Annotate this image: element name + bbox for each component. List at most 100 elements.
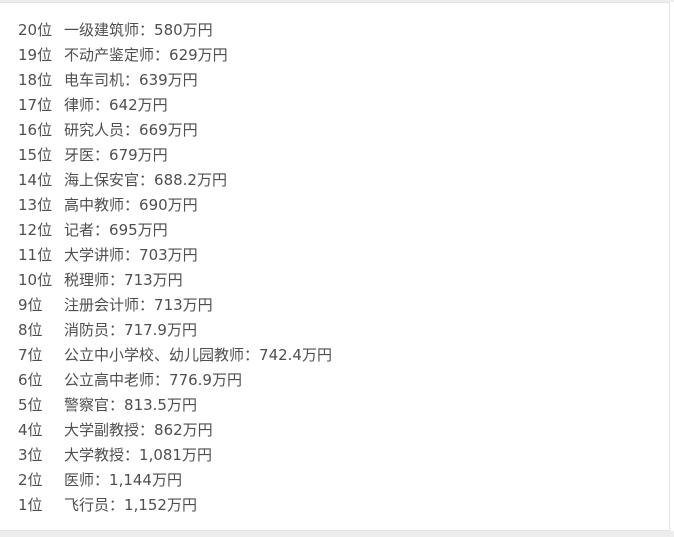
ranking-row: 20位 一级建筑师：580万円 [18, 18, 669, 43]
salary-value: 639万円 [139, 71, 198, 89]
rank-label: 1位 [18, 496, 43, 514]
rank-label: 12位 [18, 221, 53, 239]
separator: ： [94, 146, 110, 164]
ranking-row: 2位 医师：1,144万円 [18, 468, 669, 493]
ranking-row: 10位 税理师：713万円 [18, 268, 669, 293]
ranking-row: 8位 消防员：717.9万円 [18, 318, 669, 343]
occupation-name: 公立中小学校、幼儿园教师 [64, 346, 245, 364]
ranking-row: 16位 研究人员：669万円 [18, 118, 669, 143]
ranking-row: 13位 高中教师：690万円 [18, 193, 669, 218]
salary-value: 669万円 [139, 121, 198, 139]
separator: ： [109, 496, 125, 514]
ranking-row: 9位 注册会计师：713万円 [18, 293, 669, 318]
occupation-name: 大学讲师 [64, 246, 125, 264]
separator: ： [94, 96, 110, 114]
occupation-name: 记者 [64, 221, 95, 239]
salary-value: 1,144万円 [109, 471, 182, 489]
occupation-name: 海上保安官 [64, 171, 140, 189]
salary-value: 1,081万円 [139, 446, 212, 464]
occupation-name: 一级建筑师 [64, 21, 140, 39]
salary-value: 679万円 [109, 146, 168, 164]
occupation-name: 电车司机 [64, 71, 125, 89]
ranking-row: 1位 飞行员：1,152万円 [18, 493, 669, 518]
rank-label: 7位 [18, 346, 43, 364]
ranking-row: 3位 大学教授：1,081万円 [18, 443, 669, 468]
salary-value: 776.9万円 [169, 371, 242, 389]
rank-label: 5位 [18, 396, 43, 414]
separator: ： [154, 371, 170, 389]
ranking-row: 5位 警察官：813.5万円 [18, 393, 669, 418]
occupation-name: 大学副教授 [64, 421, 140, 439]
rank-label: 19位 [18, 46, 53, 64]
salary-ranking-list: 20位 一级建筑师：580万円 19位 不动产鉴定师：629万円 18位 电车司机：639… [0, 3, 669, 518]
salary-value: 862万円 [154, 421, 213, 439]
separator: ： [124, 121, 140, 139]
rank-label: 4位 [18, 421, 43, 439]
salary-value: 642万円 [109, 96, 168, 114]
salary-value: 580万円 [154, 21, 213, 39]
occupation-name: 公立高中老师 [64, 371, 155, 389]
salary-value: 713万円 [124, 271, 183, 289]
separator: ： [244, 346, 260, 364]
page-background-strip-top [0, 0, 674, 2]
separator: ： [94, 221, 110, 239]
ranking-row: 18位 电车司机：639万円 [18, 68, 669, 93]
separator: ： [154, 46, 170, 64]
occupation-name: 医师 [64, 471, 95, 489]
salary-value: 813.5万円 [124, 396, 197, 414]
occupation-name: 大学教授 [64, 446, 125, 464]
ranking-row: 4位 大学副教授：862万円 [18, 418, 669, 443]
rank-label: 16位 [18, 121, 53, 139]
salary-value: 742.4万円 [259, 346, 332, 364]
ranking-row: 11位 大学讲师：703万円 [18, 243, 669, 268]
ranking-row: 12位 记者：695万円 [18, 218, 669, 243]
separator: ： [109, 396, 125, 414]
occupation-name: 律师 [64, 96, 95, 114]
separator: ： [124, 446, 140, 464]
salary-value: 703万円 [139, 246, 198, 264]
rank-label: 13位 [18, 196, 53, 214]
ranking-row: 15位 牙医：679万円 [18, 143, 669, 168]
ranking-row: 19位 不动产鉴定师：629万円 [18, 43, 669, 68]
rank-label: 10位 [18, 271, 53, 289]
ranking-row: 7位 公立中小学校、幼儿园教师：742.4万円 [18, 343, 669, 368]
separator: ： [124, 196, 140, 214]
separator: ： [94, 471, 110, 489]
occupation-name: 研究人员 [64, 121, 125, 139]
page-background-strip-bottom [0, 531, 674, 537]
occupation-name: 警察官 [64, 396, 110, 414]
occupation-name: 不动产鉴定师 [64, 46, 155, 64]
occupation-name: 牙医 [64, 146, 95, 164]
ranking-row: 6位 公立高中老师：776.9万円 [18, 368, 669, 393]
separator: ： [124, 71, 140, 89]
separator: ： [139, 296, 155, 314]
salary-value: 695万円 [109, 221, 168, 239]
rank-label: 14位 [18, 171, 53, 189]
rank-label: 3位 [18, 446, 43, 464]
salary-value: 690万円 [139, 196, 198, 214]
rank-label: 11位 [18, 246, 53, 264]
salary-value: 713万円 [154, 296, 213, 314]
rank-label: 17位 [18, 96, 53, 114]
ranking-row: 17位 律师：642万円 [18, 93, 669, 118]
separator: ： [139, 171, 155, 189]
rank-label: 6位 [18, 371, 43, 389]
salary-value: 629万円 [169, 46, 228, 64]
occupation-name: 注册会计师 [64, 296, 140, 314]
rank-label: 15位 [18, 146, 53, 164]
occupation-name: 消防员 [64, 321, 110, 339]
occupation-name: 飞行员 [64, 496, 110, 514]
separator: ： [109, 271, 125, 289]
occupation-name: 高中教师 [64, 196, 125, 214]
separator: ： [139, 21, 155, 39]
rank-label: 9位 [18, 296, 43, 314]
separator: ： [139, 421, 155, 439]
salary-value: 717.9万円 [124, 321, 197, 339]
rank-label: 18位 [18, 71, 53, 89]
rank-label: 2位 [18, 471, 43, 489]
ranking-card: 20位 一级建筑师：580万円 19位 不动产鉴定师：629万円 18位 电车司机：639… [0, 2, 670, 531]
rank-label: 8位 [18, 321, 43, 339]
salary-value: 1,152万円 [124, 496, 197, 514]
salary-value: 688.2万円 [154, 171, 227, 189]
